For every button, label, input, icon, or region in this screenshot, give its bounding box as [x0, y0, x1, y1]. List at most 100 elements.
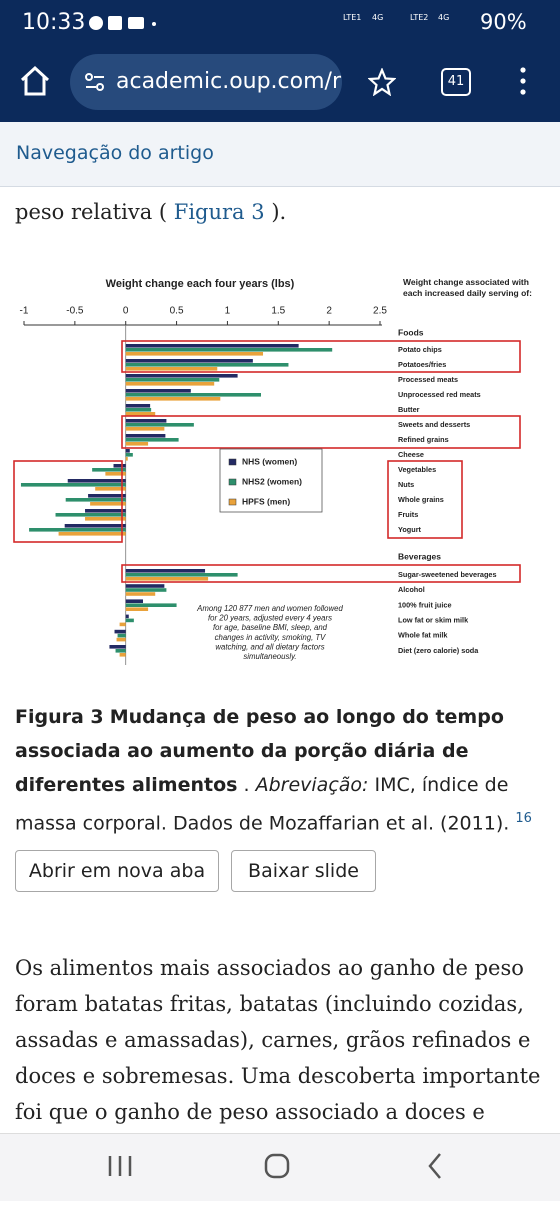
paragraph: Os alimentos mais associados ao ganho de… — [15, 956, 541, 1124]
bar — [125, 412, 156, 416]
bar — [65, 498, 126, 502]
annotation-line: for 20 years, adjusted every 4 years — [208, 614, 332, 623]
bar — [125, 614, 129, 619]
bar — [105, 472, 126, 476]
bar — [58, 532, 126, 536]
open-tab-button[interactable]: Abrir em nova aba — [15, 850, 219, 892]
address-bar[interactable]: academic.oup.com/r — [70, 54, 342, 110]
network: 4G — [438, 13, 450, 22]
bar — [125, 607, 149, 611]
nav-title[interactable]: Navegação do artigo — [16, 142, 214, 164]
bar — [125, 453, 133, 457]
bar — [125, 427, 165, 431]
right-title-line: Weight change associated with — [403, 277, 531, 287]
category-label: Whole grains — [398, 495, 444, 504]
bar — [125, 378, 220, 382]
bar — [125, 359, 253, 363]
x-tick-label: 2.5 — [373, 306, 387, 317]
bar — [125, 434, 166, 438]
highlight-box — [121, 564, 521, 583]
x-tick-label: -1 — [20, 306, 29, 317]
annotation-line: changes in activity, smoking, TV — [215, 633, 327, 642]
annotation-line: watching, and all dietary factors — [215, 642, 324, 651]
site-info-icon[interactable] — [84, 72, 106, 92]
annotation-line: Among 120 877 men and women followed — [196, 604, 343, 613]
download-slide-button[interactable]: Baixar slide — [231, 850, 376, 892]
category-label: Sugar-sweetened beverages — [398, 570, 497, 579]
category-label: Yogurt — [398, 525, 422, 534]
bar — [125, 352, 264, 356]
home-button[interactable] — [18, 64, 52, 98]
category-label: Processed meats — [398, 375, 458, 384]
highlight-box — [387, 460, 463, 539]
bar — [92, 468, 126, 472]
bar — [115, 649, 126, 653]
right-title-line: each increased daily serving of: — [403, 288, 532, 298]
bar — [20, 483, 126, 487]
browser-toolbar: academic.oup.com/r 41 — [0, 48, 560, 122]
sim-label: LTE1 — [343, 13, 362, 22]
system-nav-bar — [0, 1133, 560, 1201]
article-nav[interactable]: Navegação do artigo — [0, 122, 560, 187]
tab-count[interactable]: 41 — [441, 68, 471, 96]
bar — [67, 479, 126, 483]
legend-box — [219, 448, 323, 513]
bar — [125, 367, 218, 371]
reference[interactable]: 16 — [515, 811, 532, 826]
bar — [125, 408, 152, 412]
bar — [125, 592, 156, 596]
bar — [125, 374, 238, 378]
bar — [88, 494, 126, 498]
bar — [125, 573, 238, 577]
article-text: peso relativa ( Figura 3 ). — [15, 200, 286, 224]
bar — [119, 622, 126, 627]
bar — [125, 363, 289, 367]
bar — [125, 442, 149, 446]
x-tick-label: 1 — [225, 306, 231, 317]
bar — [125, 457, 128, 461]
category-label: Potato chips — [398, 345, 442, 354]
category-label: Low fat or skim milk — [398, 616, 469, 625]
category-label: Cheese — [398, 450, 424, 459]
battery: 90% — [480, 10, 527, 34]
figure-link[interactable]: Figura 3 — [173, 200, 265, 224]
x-tick-label: 1.5 — [271, 306, 285, 317]
bar — [125, 599, 144, 603]
network: 4G — [372, 13, 384, 22]
bar — [117, 633, 126, 638]
bar — [85, 509, 126, 513]
group-label: Foods — [398, 327, 424, 337]
figure-caption: Figura 3 Mudança de peso ao longo do tem… — [15, 700, 545, 840]
bookmark-button[interactable] — [368, 68, 396, 96]
bar — [125, 393, 261, 397]
x-tick-label: 0 — [123, 306, 129, 317]
caption-sep: . — [243, 774, 250, 796]
bar — [125, 397, 221, 401]
caption-abbr: Abreviação: — [255, 774, 369, 796]
caption-title: Mudança de peso ao longo do tempo associ… — [15, 706, 504, 796]
bar — [125, 389, 191, 393]
bar — [119, 653, 126, 657]
chart-title: Weight change each four years (lbs) — [106, 278, 295, 290]
url: academic.oup.com/r — [116, 69, 341, 94]
menu-button[interactable] — [518, 66, 528, 96]
notification-icons — [88, 14, 158, 32]
category-label: Alcohol — [398, 585, 425, 594]
nav-buttons[interactable] — [0, 1134, 560, 1201]
legend-swatch — [228, 458, 237, 466]
bar — [125, 588, 167, 592]
bar — [125, 348, 333, 352]
highlight-box — [13, 460, 123, 543]
bar — [90, 502, 126, 506]
bar — [95, 487, 126, 491]
bar — [125, 569, 206, 573]
bar — [125, 344, 299, 348]
bar — [125, 603, 177, 607]
bar — [109, 645, 126, 649]
x-tick-label: 2 — [326, 306, 332, 317]
legend-swatch — [228, 478, 237, 486]
bar — [64, 524, 126, 528]
bar — [85, 517, 126, 521]
category-label: Nuts — [398, 480, 414, 489]
bar — [29, 528, 126, 532]
